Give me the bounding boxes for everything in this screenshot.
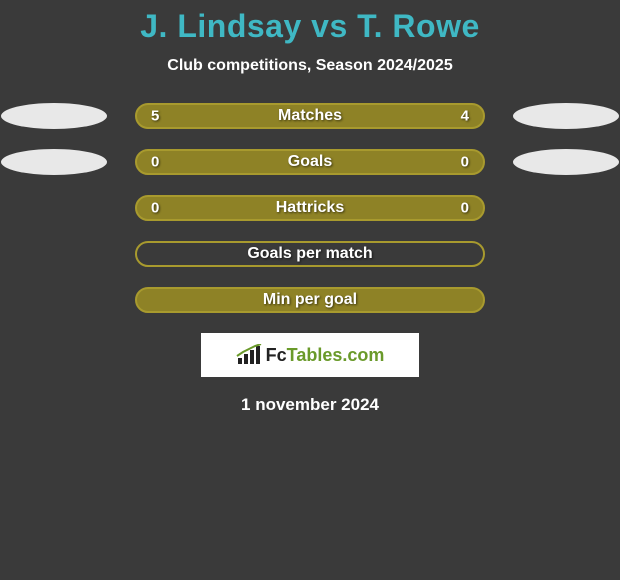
stat-row: 5 Matches 4	[0, 103, 620, 129]
stat-pill: Min per goal	[135, 287, 485, 313]
stat-row: Min per goal	[0, 287, 620, 313]
logo-box: FcTables.com	[201, 333, 419, 377]
stat-left-value: 0	[151, 154, 159, 171]
left-ellipse	[1, 103, 107, 129]
stat-left-value: 5	[151, 108, 159, 125]
stat-rows: 5 Matches 4 0 Goals 0 0 Hattricks 0 Goals per mat…	[0, 103, 620, 313]
right-ellipse	[513, 103, 619, 129]
stat-label: Hattricks	[276, 199, 344, 217]
date-line: 1 november 2024	[0, 395, 620, 415]
stat-label: Goals per match	[247, 245, 372, 263]
stat-pill: 0 Hattricks 0	[135, 195, 485, 221]
logo-text: FcTables.com	[266, 345, 385, 366]
stat-right-value: 4	[461, 108, 469, 125]
bar-chart-icon	[236, 344, 262, 366]
stat-right-value: 0	[461, 154, 469, 171]
stat-row: Goals per match	[0, 241, 620, 267]
page-subtitle: Club competitions, Season 2024/2025	[0, 57, 620, 75]
stat-label: Matches	[278, 107, 342, 125]
logo-text-right: Tables.com	[287, 345, 385, 365]
stat-pill: Goals per match	[135, 241, 485, 267]
stat-left-value: 0	[151, 200, 159, 217]
stat-right-value: 0	[461, 200, 469, 217]
stat-pill: 5 Matches 4	[135, 103, 485, 129]
stat-label: Goals	[288, 153, 332, 171]
logo-text-left: Fc	[266, 345, 287, 365]
stat-row: 0 Goals 0	[0, 149, 620, 175]
left-ellipse	[1, 149, 107, 175]
logo: FcTables.com	[236, 344, 385, 366]
right-ellipse	[513, 149, 619, 175]
stat-row: 0 Hattricks 0	[0, 195, 620, 221]
stat-pill: 0 Goals 0	[135, 149, 485, 175]
stat-label: Min per goal	[263, 291, 357, 309]
comparison-infographic: J. Lindsay vs T. Rowe Club competitions,…	[0, 0, 620, 415]
page-title: J. Lindsay vs T. Rowe	[0, 8, 620, 45]
